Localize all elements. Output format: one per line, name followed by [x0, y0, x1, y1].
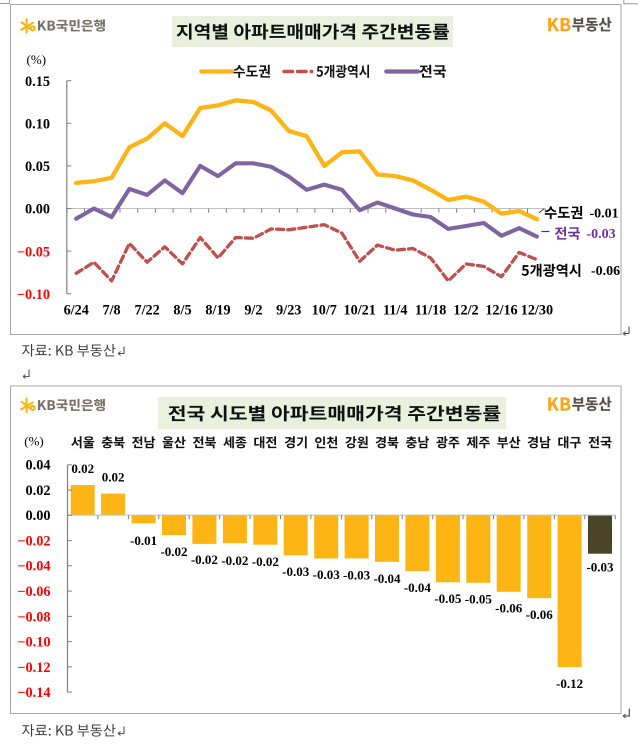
svg-text:12/30: 12/30 [521, 302, 553, 318]
svg-text:11/18: 11/18 [415, 302, 447, 318]
svg-text:0.02: 0.02 [102, 470, 125, 485]
svg-text:(%): (%) [27, 52, 47, 67]
svg-text:-0.01: -0.01 [590, 206, 619, 221]
svg-text:−0.08: −0.08 [17, 609, 50, 625]
svg-text:0.04: 0.04 [25, 458, 50, 474]
svg-text:11/4: 11/4 [383, 302, 407, 318]
svg-text:0.15: 0.15 [25, 74, 50, 90]
svg-text:7/22: 7/22 [134, 302, 159, 318]
svg-text:−0.02: −0.02 [17, 534, 50, 550]
svg-text:-0.02: -0.02 [191, 552, 218, 567]
svg-text:-0.05: -0.05 [434, 591, 462, 606]
svg-text:−0.06: −0.06 [17, 584, 50, 600]
svg-text:6/24: 6/24 [64, 302, 89, 318]
svg-text:-0.06: -0.06 [495, 601, 523, 616]
svg-text:0.02: 0.02 [25, 483, 50, 499]
svg-text:(%): (%) [24, 434, 44, 449]
svg-text:8/19: 8/19 [205, 302, 230, 318]
svg-text:-0.02: -0.02 [252, 554, 279, 569]
svg-text:-0.01: -0.01 [130, 533, 157, 548]
svg-text:−0.05: −0.05 [17, 244, 50, 260]
svg-text:-0.06: -0.06 [526, 607, 554, 622]
svg-text:−0.12: −0.12 [17, 660, 50, 676]
svg-text:-0.05: -0.05 [465, 592, 493, 607]
svg-text:−0.10: −0.10 [17, 287, 50, 303]
svg-text:0.00: 0.00 [25, 508, 50, 524]
svg-text:9/2: 9/2 [244, 302, 262, 318]
svg-text:-0.03: -0.03 [343, 568, 371, 583]
svg-text:-0.06: -0.06 [591, 264, 620, 279]
svg-text:10/7: 10/7 [312, 302, 337, 318]
svg-text:0.02: 0.02 [71, 461, 94, 476]
svg-text:-0.04: -0.04 [404, 580, 432, 595]
svg-text:-0.03: -0.03 [313, 567, 341, 582]
svg-text:12/16: 12/16 [485, 302, 517, 318]
svg-text:8/5: 8/5 [173, 302, 191, 318]
svg-text:10/21: 10/21 [344, 302, 376, 318]
svg-text:-0.02: -0.02 [221, 553, 248, 568]
svg-text:12/2: 12/2 [453, 302, 478, 318]
svg-text:0.05: 0.05 [25, 159, 50, 175]
svg-text:-0.03: -0.03 [587, 227, 616, 242]
svg-text:-0.12: -0.12 [556, 676, 583, 691]
svg-text:7/8: 7/8 [103, 302, 121, 318]
svg-text:-0.02: -0.02 [160, 544, 187, 559]
svg-text:-0.03: -0.03 [282, 564, 310, 579]
svg-text:0.00: 0.00 [25, 202, 50, 218]
svg-text:0.10: 0.10 [25, 117, 50, 133]
svg-text:-0.04: -0.04 [373, 571, 401, 586]
svg-text:−0.04: −0.04 [17, 559, 50, 575]
svg-text:−0.10: −0.10 [17, 635, 50, 651]
svg-text:−0.14: −0.14 [17, 685, 50, 701]
svg-text:-0.03: -0.03 [586, 560, 614, 575]
svg-text:9/23: 9/23 [276, 302, 301, 318]
